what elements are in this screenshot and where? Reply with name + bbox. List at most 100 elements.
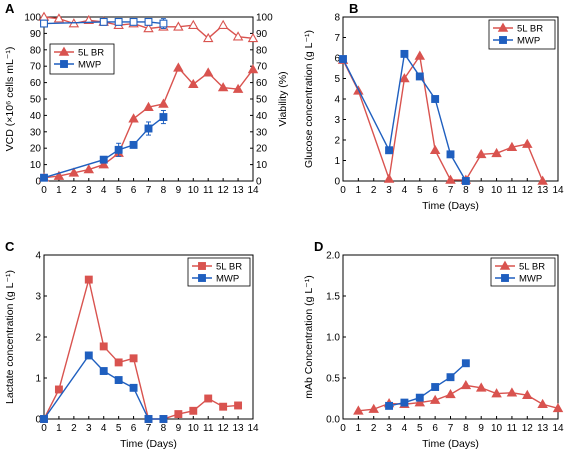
panel-A: 0 1 2 3 4 5 6 7 8 9 10 11 12 13 1401020304050607080901…	[4, 1, 289, 196]
data-point	[522, 138, 533, 148]
legend-label: 5L BR	[519, 262, 545, 273]
x-tick-label: 10	[188, 423, 200, 434]
y2-tick-label: 0	[256, 177, 262, 188]
data-point	[202, 67, 214, 77]
data-point	[522, 389, 533, 399]
legend-entry: MWP	[495, 274, 542, 285]
panel-D: 0 1 2 3 4 5 6 7 8 9 10 11 12 13 140.00.51.01.52.0Time …	[303, 239, 564, 450]
data-point	[204, 394, 213, 403]
y-axis-label: mAb Concentration (g L⁻¹)	[303, 275, 315, 398]
y2-axis-label: Viability (%)	[277, 71, 289, 126]
series-line	[342, 52, 467, 182]
data-point	[506, 141, 518, 151]
x-tick-label: 12	[522, 185, 534, 196]
data-point	[445, 174, 456, 184]
data-point	[491, 147, 502, 158]
y-tick-label: 40	[30, 111, 42, 122]
x-tick-label: 9	[176, 423, 182, 434]
y-tick-label: 30	[30, 127, 42, 138]
y2-tick-label: 30	[256, 127, 268, 138]
legend-label: 5L BR	[216, 262, 242, 273]
y-tick-label: 2	[334, 136, 340, 147]
legend-label: MWP	[517, 36, 540, 47]
data-point	[400, 49, 409, 58]
data-point	[460, 379, 472, 390]
data-point	[129, 140, 138, 149]
x-tick-label: 11	[203, 185, 214, 196]
x-tick-label: 11	[507, 185, 518, 196]
data-point	[431, 95, 440, 103]
data-point	[247, 32, 259, 43]
y-tick-label: 80	[30, 45, 42, 56]
data-point	[114, 376, 123, 384]
data-point	[414, 397, 426, 407]
legend-entry: 5L BR	[493, 22, 543, 35]
x-tick-label: 13	[233, 185, 245, 196]
y-tick-label: 70	[30, 62, 42, 73]
x-tick-label: 8	[463, 185, 469, 196]
data-point	[54, 385, 63, 394]
data-point	[159, 19, 168, 28]
data-point	[368, 403, 379, 413]
x-tick-label: 2	[371, 185, 377, 196]
x-tick-label: 13	[537, 185, 549, 196]
y2-tick-label: 70	[256, 62, 268, 73]
y-tick-label: 1.0	[326, 333, 340, 344]
y2-tick-label: 50	[256, 95, 268, 106]
x-tick-label: 12	[522, 423, 534, 434]
x-tick-label: 9	[478, 185, 484, 196]
y2-tick-label: 90	[256, 29, 268, 40]
data-point	[491, 388, 502, 398]
y-tick-label: 3	[334, 115, 340, 126]
y-tick-label: 8	[334, 13, 340, 24]
y-tick-label: 0	[35, 177, 41, 188]
legend-entry: 5L BR	[54, 46, 104, 59]
data-point	[219, 402, 228, 411]
x-axis-label: Time (Days)	[120, 438, 177, 450]
data-point	[99, 367, 108, 375]
y-tick-label: 6	[334, 54, 340, 65]
data-point	[114, 145, 123, 154]
data-point	[53, 170, 65, 180]
x-tick-label: 3	[386, 185, 392, 196]
data-point	[445, 388, 456, 399]
series-3	[40, 17, 168, 29]
data-point	[129, 383, 138, 392]
data-point	[429, 144, 441, 155]
data-point	[83, 164, 95, 174]
data-point	[189, 406, 198, 415]
x-tick-label: 5	[116, 423, 122, 434]
x-tick-label: 6	[432, 185, 438, 196]
y-tick-label: 100	[24, 13, 41, 24]
y-tick-label: 1	[35, 374, 41, 385]
x-tick-label: 6	[131, 185, 137, 196]
x-tick-label: 12	[218, 423, 230, 434]
data-point	[114, 358, 123, 367]
legend-label: MWP	[519, 274, 542, 285]
data-point	[353, 405, 364, 415]
x-tick-label: 5	[417, 423, 423, 434]
y-tick-label: 4	[334, 95, 340, 106]
x-tick-label: 1	[56, 185, 62, 196]
data-point	[385, 401, 394, 410]
panel-label: D	[314, 239, 323, 254]
data-point	[475, 148, 487, 159]
data-point	[68, 167, 80, 177]
x-tick-label: 1	[356, 185, 362, 196]
data-point	[159, 113, 168, 121]
legend-entry: 5L BR	[495, 260, 545, 273]
x-tick-label: 2	[71, 423, 77, 434]
data-point	[475, 382, 487, 392]
y-tick-label: 2	[35, 333, 41, 344]
data-point	[144, 415, 153, 423]
data-point	[217, 19, 229, 29]
legend-label: MWP	[78, 60, 101, 71]
x-tick-label: 6	[432, 423, 438, 434]
y-tick-label: 2.0	[326, 251, 340, 262]
legend-entry: 5L BR	[192, 262, 242, 273]
